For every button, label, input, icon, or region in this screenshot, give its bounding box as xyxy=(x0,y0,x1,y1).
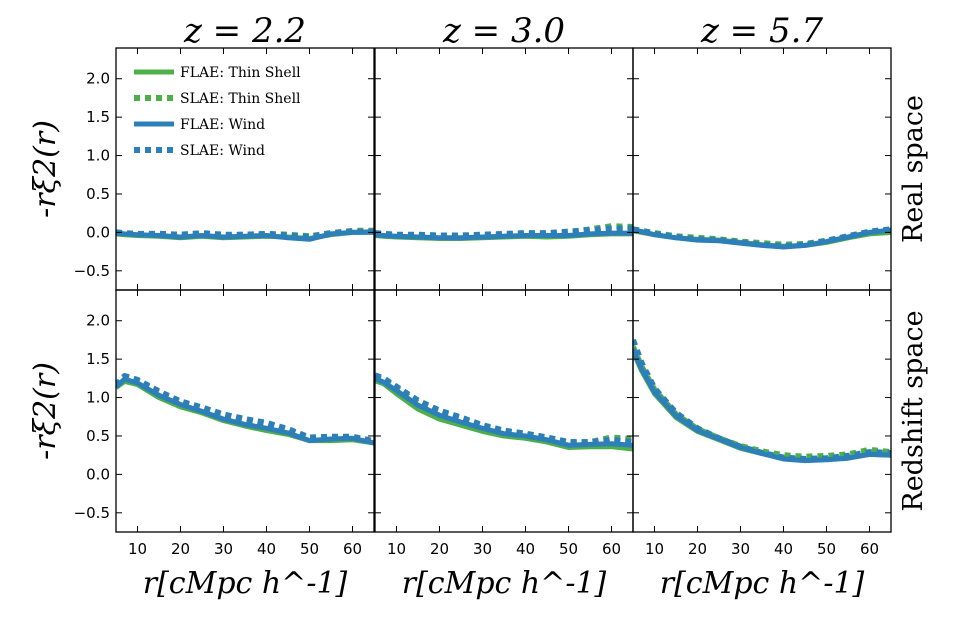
series-line-slae-wind xyxy=(633,226,891,250)
row-label: Real space xyxy=(898,95,929,243)
series-line-slae-thin-shell xyxy=(633,345,891,460)
x-tick-label: 10 xyxy=(128,540,147,558)
series-group xyxy=(633,338,891,464)
panel-frame xyxy=(374,47,634,291)
y-tick-label: 2.0 xyxy=(86,312,110,330)
x-tick-label: 50 xyxy=(300,540,319,558)
column-title: z = 3.0 xyxy=(442,11,565,51)
x-tick-label: 30 xyxy=(214,540,233,558)
series-line-flae-wind xyxy=(633,348,891,464)
x-tick-label: 60 xyxy=(860,540,879,558)
x-tick-label: 50 xyxy=(817,540,836,558)
y-tick-label: 1.5 xyxy=(86,108,110,126)
x-tick-label: 40 xyxy=(516,540,535,558)
series-line-slae-wind xyxy=(375,225,633,239)
legend-label: FLAE: Thin Shell xyxy=(180,65,301,81)
x-tick-label: 40 xyxy=(774,540,793,558)
legend-label: SLAE: Thin Shell xyxy=(180,91,301,107)
column-title: z = 5.7 xyxy=(700,11,823,51)
panel-1-1: 10 20 30 40 50 60 xyxy=(374,289,634,558)
panel-0-1: 10 20 30 40 50 60 −0.5 0.0 0.5 1.0 1.5 2.0 xyxy=(74,289,375,558)
panel-0-0: −0.5 0.0 0.5 1.0 1.5 2.0 FLAE: Thin Shell SLAE:… xyxy=(74,47,375,291)
series-line-flae-wind xyxy=(116,376,374,446)
y-tick-label: 1.5 xyxy=(86,350,110,368)
x-tick-label: 40 xyxy=(257,540,276,558)
x-tick-label: 50 xyxy=(559,540,578,558)
row-label: Redshift space xyxy=(898,310,929,511)
y-tick-label: −0.5 xyxy=(74,504,110,522)
panel-frame xyxy=(374,289,634,533)
series-line-slae-wind xyxy=(116,373,374,445)
series-line-slae-wind xyxy=(116,228,374,240)
x-tick-label: 20 xyxy=(688,540,707,558)
x-tick-label: 20 xyxy=(430,540,449,558)
x-tick-label: 10 xyxy=(645,540,664,558)
panel-1-0 xyxy=(374,47,634,291)
series-line-slae-wind xyxy=(633,338,891,462)
series-group xyxy=(375,372,633,452)
y-tick-label: 0.0 xyxy=(86,465,110,483)
legend: FLAE: Thin Shell SLAE: Thin Shell FLAE: Wi… xyxy=(134,65,301,159)
y-tick-label: 0.5 xyxy=(86,427,110,445)
series-group xyxy=(116,373,374,446)
x-tick-label: 60 xyxy=(343,540,362,558)
y-tick-label: 2.0 xyxy=(86,70,110,88)
panel-2-0 xyxy=(632,47,892,291)
panel-frame xyxy=(632,47,892,291)
column-title: z = 2.2 xyxy=(183,11,306,51)
x-axis-label: r[cMpc h^-1] xyxy=(660,566,865,601)
y-axis-label: -rξ2(r) xyxy=(28,362,63,460)
y-tick-label: −0.5 xyxy=(74,262,110,280)
x-tick-label: 10 xyxy=(387,540,406,558)
x-tick-label: 60 xyxy=(602,540,621,558)
y-tick-label: 0.5 xyxy=(86,185,110,203)
x-tick-label: 30 xyxy=(731,540,750,558)
y-axis-label: -rξ2(r) xyxy=(28,120,63,218)
legend-label: SLAE: Wind xyxy=(180,143,265,159)
panel-frame xyxy=(632,289,892,533)
y-tick-label: 1.0 xyxy=(86,389,110,407)
y-tick-label: 0.0 xyxy=(86,223,110,241)
series-group xyxy=(116,227,374,242)
series-group xyxy=(375,223,633,241)
x-axis-label: r[cMpc h^-1] xyxy=(143,566,348,601)
legend-label: FLAE: Wind xyxy=(180,117,265,133)
series-line-slae-wind xyxy=(375,372,633,446)
x-tick-label: 20 xyxy=(171,540,190,558)
series-line-flae-wind xyxy=(375,376,633,448)
panel-frame xyxy=(115,289,375,533)
x-tick-label: 30 xyxy=(473,540,492,558)
series-group xyxy=(633,226,891,250)
x-axis-label: r[cMpc h^-1] xyxy=(402,566,607,601)
y-tick-label: 1.0 xyxy=(86,147,110,165)
panel-2-1: 10 20 30 40 50 60 xyxy=(632,289,892,558)
panel-frame xyxy=(115,47,375,291)
